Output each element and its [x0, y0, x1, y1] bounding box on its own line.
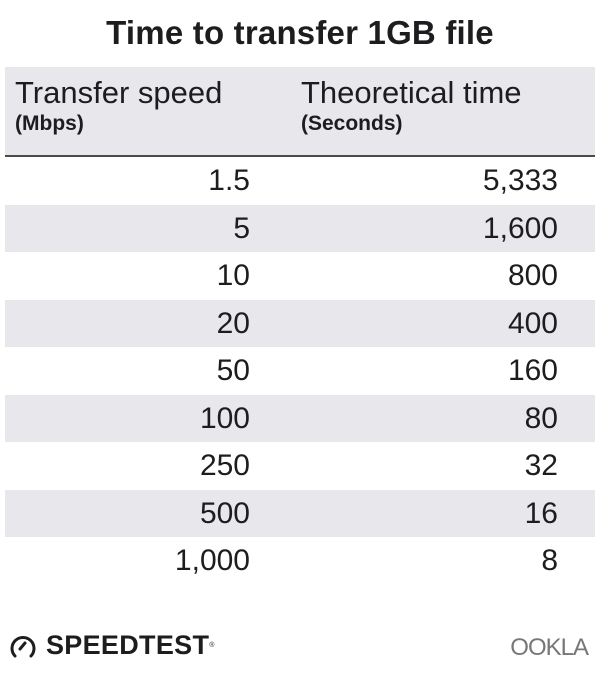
speed-cell: 20: [216, 306, 250, 340]
table-row: 500 16: [5, 489, 595, 537]
chart-title: Time to transfer 1GB file: [106, 14, 494, 51]
time-cell: 80: [524, 401, 558, 435]
time-cell: 16: [524, 496, 558, 530]
speed-cell: 1.5: [208, 164, 250, 197]
table-row: 50 160: [5, 347, 595, 395]
gauge-icon: [10, 635, 36, 657]
time-cell: 1,600: [482, 211, 558, 245]
time-cell: 800: [507, 259, 558, 292]
table-body: 1.5 5,333 5 1,600 10 800 20 400 50 160 100 80 250 32 5…: [5, 157, 595, 585]
speed-cell: 10: [216, 259, 250, 292]
speed-cell: 5: [233, 211, 250, 245]
header-transfer-speed: Transfer speed (Mbps): [15, 75, 222, 137]
speed-cell: 100: [199, 401, 250, 435]
ookla-logo: OOKLA: [510, 634, 589, 661]
table-row: 1.5 5,333: [5, 157, 595, 205]
table-row: 10 800: [5, 252, 595, 300]
table-row: 100 80: [5, 394, 595, 442]
time-cell: 400: [507, 306, 558, 340]
speedtest-wordmark: SPEEDTEST: [46, 630, 210, 660]
header-label: Transfer speed: [15, 75, 223, 110]
speed-cell: 250: [199, 449, 250, 482]
transfer-time-table: Transfer speed (Mbps) Theoretical time (…: [5, 67, 595, 585]
speed-cell: 500: [199, 496, 250, 530]
header-unit: (Seconds): [301, 112, 403, 135]
table-row: 1,000 8: [5, 537, 595, 585]
speed-cell: 1,000: [174, 544, 250, 577]
table-header: Transfer speed (Mbps) Theoretical time (…: [5, 67, 595, 157]
header-label: Theoretical time: [301, 75, 522, 110]
speedtest-logo: SPEEDTEST ®: [8, 630, 214, 661]
time-cell: 160: [507, 354, 558, 387]
time-cell: 32: [524, 449, 558, 482]
speed-cell: 50: [216, 354, 250, 387]
header-theoretical-time: Theoretical time (Seconds): [301, 75, 522, 137]
time-cell: 8: [541, 544, 558, 577]
time-cell: 5,333: [482, 164, 558, 197]
table-row: 5 1,600: [5, 204, 595, 252]
table-row: 250 32: [5, 442, 595, 490]
header-unit: (Mbps): [15, 112, 84, 135]
table-row: 20 400: [5, 299, 595, 347]
footer: SPEEDTEST ® OOKLA: [0, 628, 600, 668]
